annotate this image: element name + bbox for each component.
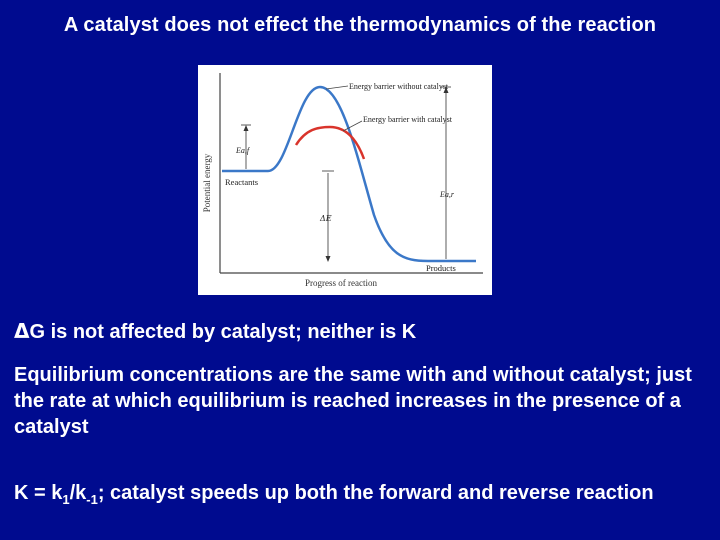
bullet-delta-g-text: G is not affected by catalyst; neither i… (29, 321, 417, 343)
label-with-catalyst: Energy barrier with catalyst (363, 115, 453, 124)
label-reactants: Reactants (225, 177, 258, 187)
delta-e-arrowhead (325, 256, 331, 262)
label-ea-reverse: Ea,r (439, 190, 455, 199)
energy-diagram: Potential energy Progress of reaction En… (198, 65, 492, 295)
delta-symbol: Δ (14, 319, 30, 343)
k-equation-slash: /k (69, 482, 87, 504)
leader-with-catalyst (342, 120, 363, 132)
bullet-rate-constants: K = k1/k-1; catalyst speeds up both the … (14, 480, 714, 513)
y-axis-label: Potential energy (202, 153, 212, 212)
ea-reverse-arrowhead (443, 87, 449, 93)
curve-without-catalyst (222, 85, 476, 263)
bullet-equilibrium: Equilibrium concentrations are the same … (14, 364, 692, 438)
leader-no-catalyst (325, 85, 349, 90)
k1-subscript: 1 (62, 492, 70, 507)
bullet-rate-text: ; catalyst speeds up both the forward an… (97, 482, 654, 504)
slide-title: A catalyst does not effect the thermodyn… (63, 14, 657, 36)
curve-with-catalyst (294, 125, 366, 160)
x-axis-label: Progress of reaction (305, 278, 377, 288)
label-ea-forward: Ea,f (235, 146, 251, 155)
bullet-delta-g: ΔG is not affected by catalyst; neither … (14, 318, 416, 345)
k-equation-start: K = k (14, 482, 63, 504)
ea-forward-arrowhead (243, 125, 249, 131)
label-products: Products (426, 263, 456, 273)
energy-diagram-svg: Potential energy Progress of reaction En… (202, 73, 483, 288)
k-1-subscript: -1 (86, 492, 98, 507)
label-no-catalyst: Energy barrier without catalyst (349, 82, 449, 91)
label-delta-e: ΔE (319, 214, 332, 223)
